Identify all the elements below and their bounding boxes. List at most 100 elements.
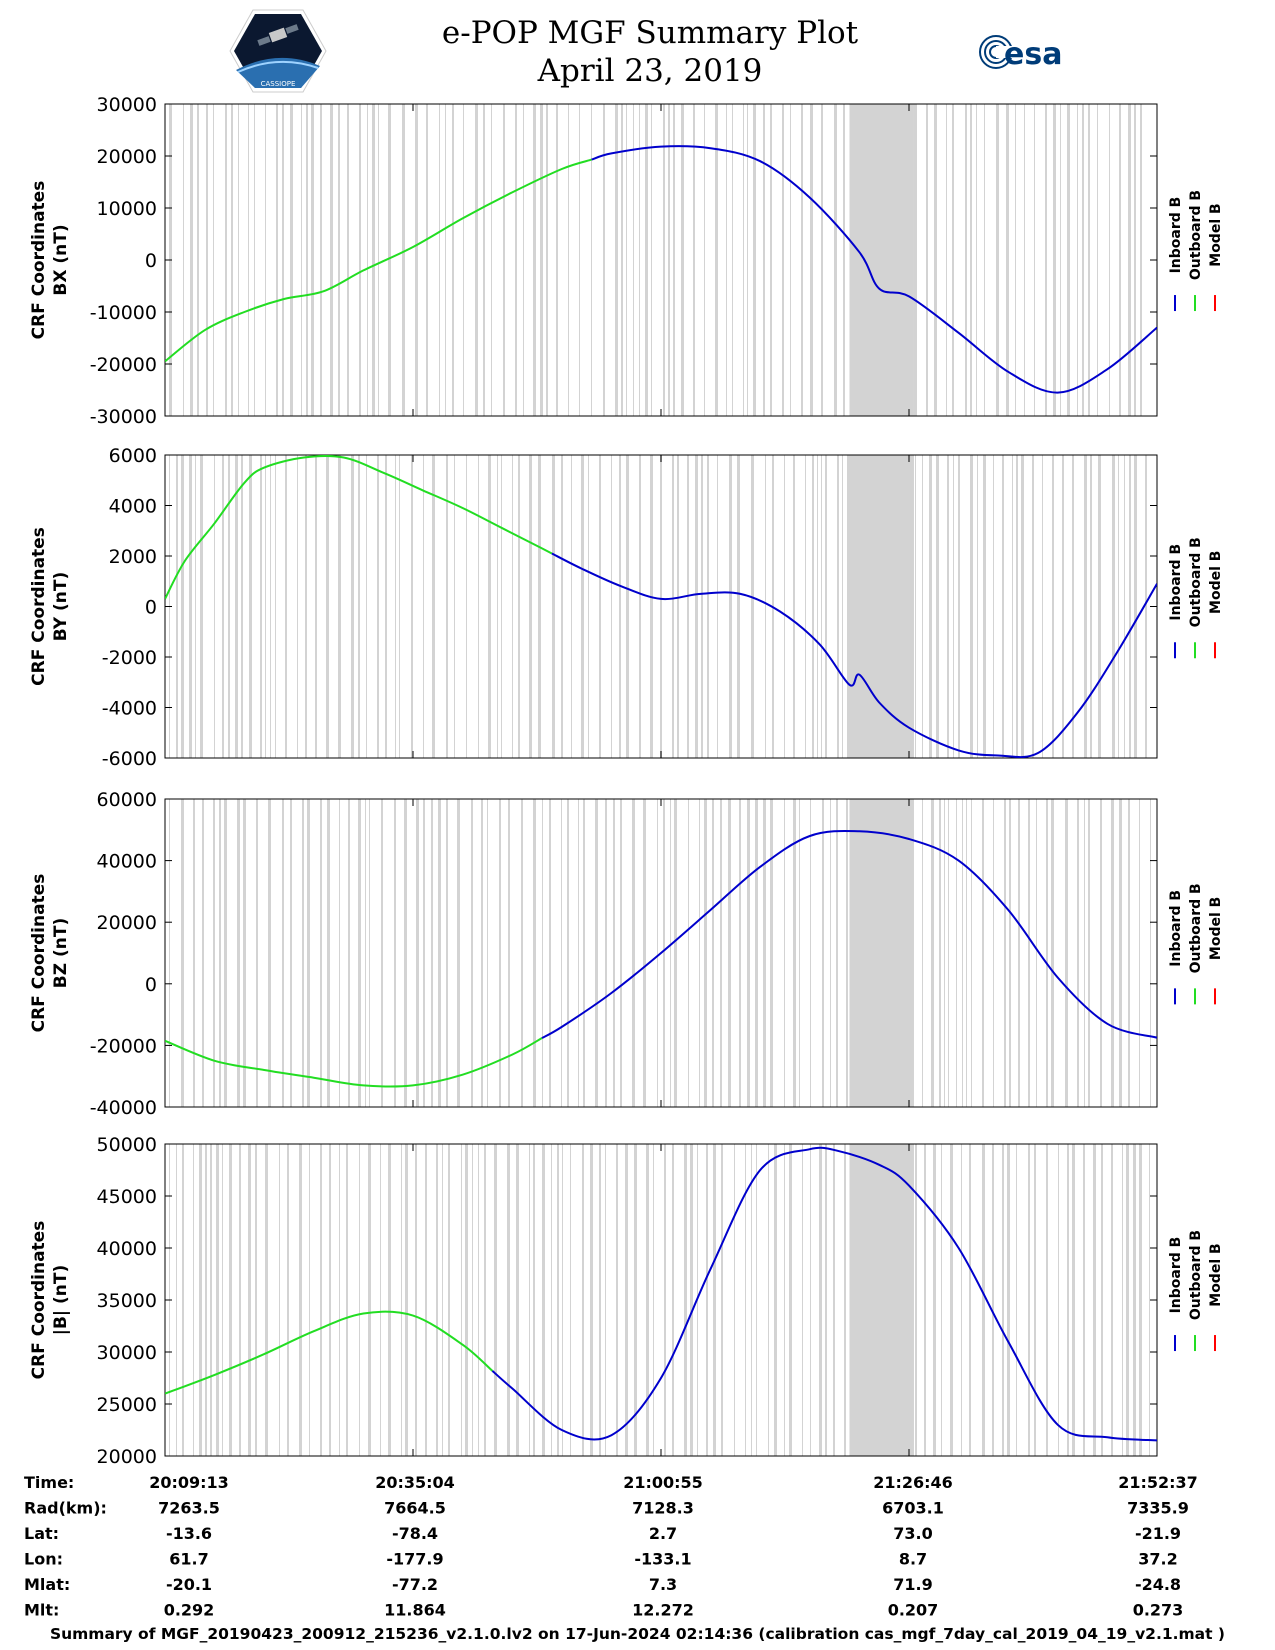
panel-by: -6000 -4000 -2000 0 2000 4000 6000 CRF Coordina… [29,445,1224,770]
shading-stripe [538,455,541,758]
shading-stripe [784,1144,785,1456]
info-cell: 0.273 [1133,1601,1184,1620]
shading-stripe [402,104,405,416]
legend-label: Model B [1208,551,1224,614]
shading-stripe [830,799,831,1107]
y-tick-label: 60000 [97,789,157,811]
shading-stripe [1042,455,1043,758]
shading-stripe [734,1144,735,1456]
shading-stripe [210,1144,212,1456]
shading-stripe [645,104,648,416]
shading-stripe [674,799,677,1107]
info-cell: -133.1 [634,1550,691,1569]
shading-stripe [415,104,418,416]
shading-stripe [214,455,215,758]
shading-stripe [557,1144,559,1456]
shading-stripe [632,799,635,1107]
y-tick-label: -10000 [90,302,157,324]
shading-stripe [578,799,579,1107]
info-row-label: Lon: [24,1550,63,1569]
shading-stripe [254,104,255,416]
shading-stripe [265,104,266,416]
shading-stripe [817,455,818,758]
shading-stripe [728,799,731,1107]
shading-stripe [529,455,532,758]
shading-stripe [533,104,536,416]
shading-stripe [603,104,605,416]
shading-stripe [582,1144,584,1456]
shading-stripe [1028,799,1030,1107]
legend-label: Inboard B [1168,1237,1184,1314]
shading-stripe [238,104,239,416]
info-row-label: Rad(km): [24,1499,107,1518]
shading-stripe [739,799,741,1107]
shading-stripe [701,455,703,758]
shading-stripe [228,455,230,758]
shading-stripe [1122,1144,1123,1456]
shading-stripe [1077,799,1079,1107]
y-tick-label: -40000 [90,1097,157,1119]
y-tick-label: 6000 [109,445,157,467]
shading-stripe [222,1144,223,1456]
shading-stripe [169,799,170,1107]
shading-stripe [969,1144,971,1456]
shading-stripe [790,104,791,416]
shading-stripe [922,799,923,1107]
shading-stripe [1015,104,1016,416]
shading-stripe [583,799,585,1107]
shading-stripe [320,104,322,416]
shading-stripe [454,455,455,758]
shading-stripe [833,1144,835,1456]
shading-stripe [1093,1144,1096,1456]
shading-stripe [953,455,954,758]
shading-stripe [1134,104,1136,416]
shading-stripe [1133,1144,1136,1456]
shading-stripe [222,455,224,758]
y-axis-label-line-1: CRF Coordinates [29,1221,49,1380]
shading-stripes [169,799,1151,1107]
shading-stripe [933,1144,936,1456]
shading-stripe [181,799,184,1107]
shading-stripe [297,455,298,758]
shading-stripe [439,104,440,416]
shading-stripe [743,104,744,416]
shading-stripe [996,104,999,416]
shading-stripe [958,455,960,758]
shading-stripe [1072,455,1074,758]
shading-stripe [819,1144,822,1456]
y-axis-label-line-2: BX (nT) [51,224,71,295]
shading-stripe [1139,799,1140,1107]
shading-stripe [1052,455,1054,758]
shading-stripe [494,1144,497,1456]
shading-stripe [405,1144,408,1456]
shading-stripe [388,1144,391,1456]
shading-stripe [765,455,766,758]
shading-stripe [377,455,379,758]
shading-stripe [546,104,548,416]
shading-stripe [542,1144,545,1456]
shading-stripe [306,104,308,416]
shading-stripe [931,799,934,1107]
shading-stripe [681,104,684,416]
shading-stripe [570,1144,571,1456]
shading-stripe [713,1144,716,1456]
legend-label: Inboard B [1168,197,1184,274]
shading-stripe [1111,1144,1113,1456]
shading-stripe [774,1144,777,1456]
shading-block [849,799,914,1107]
info-cell: 11.864 [384,1601,446,1620]
shading-stripe [599,1144,601,1456]
shading-stripe [255,1144,257,1456]
shading-stripe [1034,1144,1036,1456]
shading-stripe [690,1144,693,1456]
shading-stripe [515,104,517,416]
info-cell: 7128.3 [632,1499,694,1518]
shading-stripe [518,455,520,758]
shading-stripe [478,1144,479,1456]
shading-stripe [426,104,428,416]
shading-stripe [693,104,695,416]
esa-logo: esa [979,35,1062,72]
shading-stripe [176,455,178,758]
shading-stripe [1134,455,1137,758]
shading-stripe [466,455,467,758]
